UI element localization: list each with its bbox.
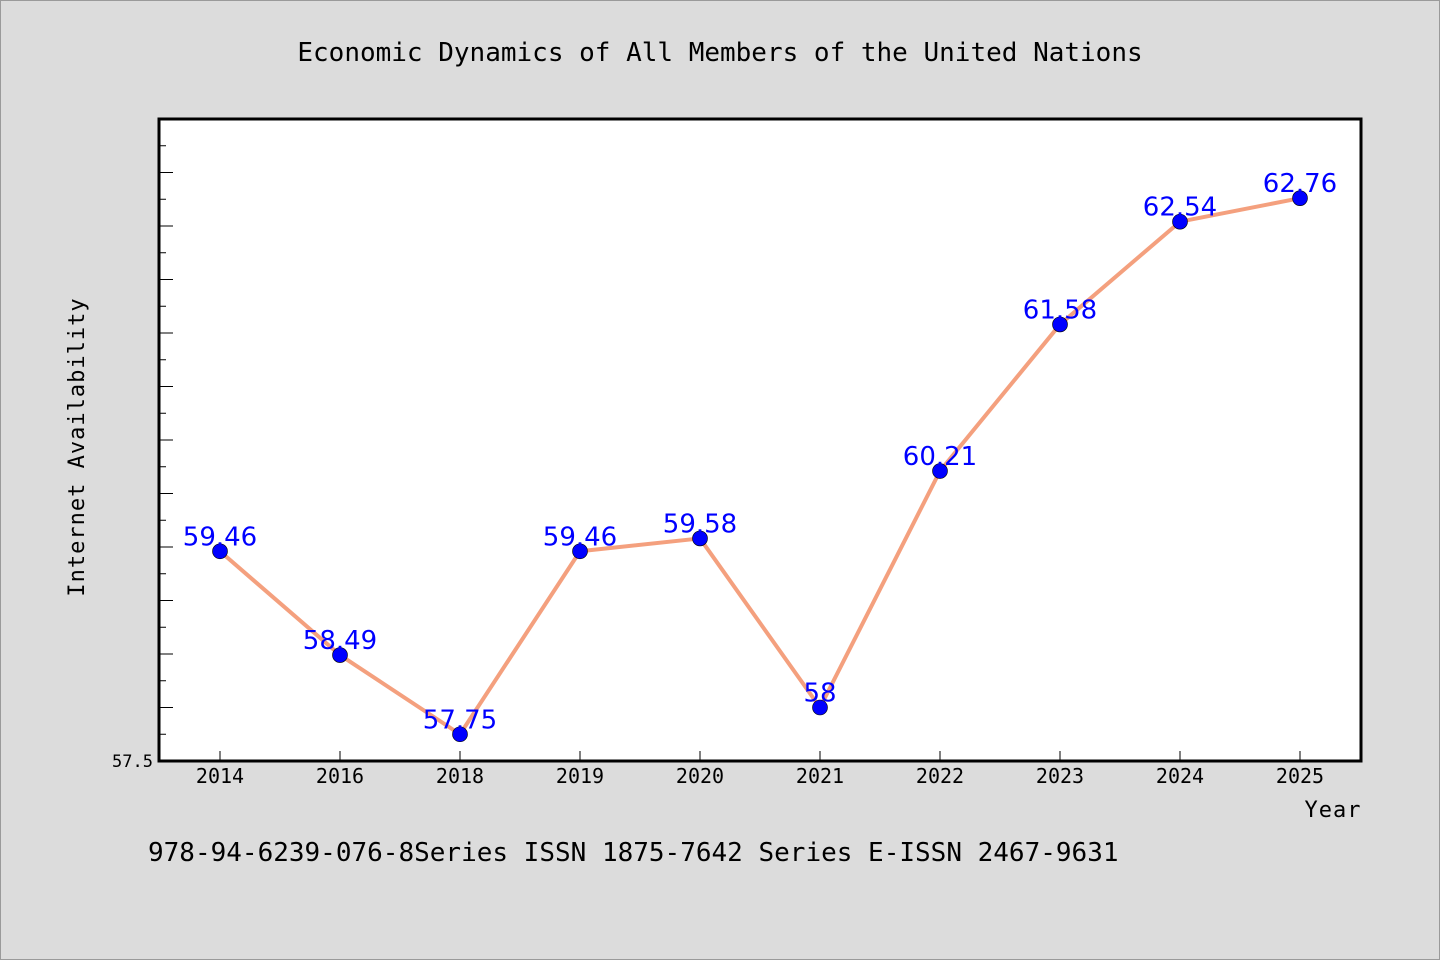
x-tick-label: 2019 [556, 764, 604, 788]
data-point [572, 543, 588, 560]
x-tick-label: 2018 [436, 764, 484, 788]
y-tick-label: 57.5 [112, 752, 153, 772]
data-label: 57.75 [423, 705, 497, 735]
data-point [1052, 316, 1068, 333]
data-point [1292, 190, 1308, 206]
x-tick-label: 2024 [1156, 764, 1204, 788]
data-point [212, 543, 228, 560]
data-label: 59.58 [663, 509, 737, 539]
data-point [452, 726, 468, 743]
data-label: 60.21 [903, 442, 977, 472]
series-group: 59.46 58.49 57.75 59.46 59.58 58 60.21 61.58 62.… [183, 169, 1337, 743]
data-point [692, 530, 708, 547]
chart-title: Economic Dynamics of All Members of the … [297, 38, 1142, 68]
data-label: 62.76 [1263, 169, 1337, 199]
footnote: 978-94-6239-076-8Series ISSN 1875-7642 S… [148, 838, 1119, 868]
data-label: 58.49 [303, 626, 377, 656]
plot-area [157, 117, 1363, 763]
x-tick-label: 2020 [676, 764, 724, 788]
x-tick-label: 2023 [1036, 764, 1084, 788]
data-label: 59.46 [543, 522, 617, 552]
data-point [812, 699, 828, 716]
x-axis-ticks: 2014 2016 2018 2019 2020 2021 2022 2023 2024 2025 [196, 751, 1324, 788]
data-label: 58 [803, 679, 836, 709]
x-tick-label: 2016 [316, 764, 364, 788]
series-line [218, 196, 1301, 737]
x-tick-label: 2022 [916, 764, 964, 788]
y-axis-label: Internet Availability [65, 297, 90, 596]
data-point [932, 463, 948, 479]
y-axis-ticks: 57.5 [112, 118, 173, 772]
x-tick-label: 2014 [196, 764, 244, 788]
data-point [332, 647, 348, 663]
x-tick-label: 2021 [796, 764, 844, 788]
data-label: 62.54 [1143, 193, 1217, 223]
data-point [1172, 213, 1188, 230]
data-label: 61.58 [1023, 295, 1097, 325]
data-label: 59.46 [183, 522, 257, 552]
x-axis-label: Year [1305, 798, 1362, 823]
x-tick-label: 2025 [1276, 764, 1324, 788]
